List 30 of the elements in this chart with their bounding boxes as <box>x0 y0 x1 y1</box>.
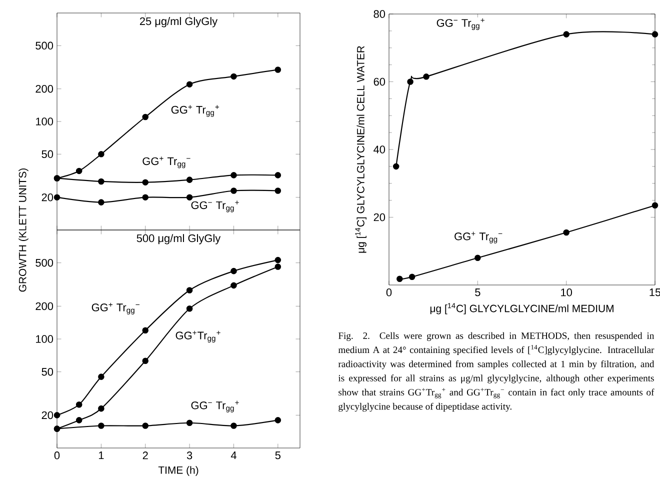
y-tick-label: 200 <box>36 302 54 310</box>
y-tick-label: 100 <box>36 335 54 343</box>
y-tick-label: 40 <box>374 146 386 154</box>
y-tick-label: 20 <box>42 193 54 202</box>
x-axis-title: TIME (h) <box>158 466 198 476</box>
x-tick-label: 3 <box>186 452 192 460</box>
x-tick-label: 4 <box>230 452 236 460</box>
x-tick-label: 0 <box>54 452 60 460</box>
x-tick-label: 0 <box>386 288 392 296</box>
y-tick-label: 20 <box>42 411 54 420</box>
y-tick-label: 20 <box>374 213 386 222</box>
chart-title: 500 μg/ml GlyGly <box>136 234 221 244</box>
text: Fig. 2. Cells were grown as described in METHODS, then resuspended in medium A at 24° containing specified levels of [$^{14}$C]glycylglycine. Intracellular radioactivity was determined from samples collected at 1 min by filtration, and is expressed for all strains as μg/ml glycylglycine, although other experiments show that strains GG$^{+}$Tr$_{gg}$$^{+}$ and GG$^{+}$Tr$_{gg}$$^{−}$ contain in fact only trace amounts of glycylglycine because of dipeptidase activity. <box>338 332 654 412</box>
x-tick-label: 5 <box>275 452 280 460</box>
y-tick-label: 50 <box>42 368 54 376</box>
x-tick-label: 1 <box>98 452 104 460</box>
y-tick-label: 60 <box>374 78 386 86</box>
y-tick-label: 200 <box>36 84 54 93</box>
x-tick-label: 10 <box>561 288 572 296</box>
x-axis-title: μg [$^{14}$C] GLYCYLGLYCINE/ml MEDIUM <box>430 303 614 314</box>
y-axis-title: μg [$^{14}$C] GLYCYLGLYCINE/ml CELL WATER <box>355 46 366 253</box>
y-tick-label: 500 <box>36 258 54 267</box>
x-tick-label: 5 <box>475 288 480 296</box>
chart-title: 25 μg/ml GlyGly <box>140 17 218 28</box>
y-tick-label: 80 <box>374 10 386 18</box>
y-tick-label: 50 <box>42 150 54 158</box>
y-axis-title: GROWTH (KLETT UNITS) <box>18 168 28 292</box>
y-tick-label: 500 <box>36 42 54 50</box>
y-tick-label: 100 <box>36 118 54 126</box>
x-tick-label: 2 <box>142 452 148 460</box>
